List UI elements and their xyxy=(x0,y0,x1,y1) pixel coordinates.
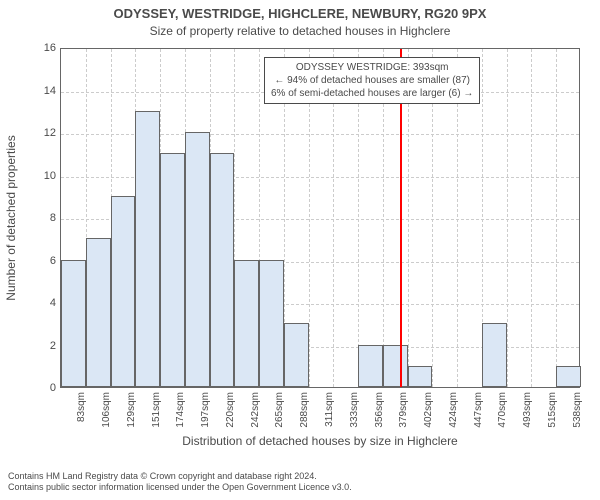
x-tick-label: 538sqm xyxy=(572,392,583,428)
x-axis-label: Distribution of detached houses by size … xyxy=(60,434,580,448)
x-tick-label: 265sqm xyxy=(274,392,285,428)
x-tick-label: 197sqm xyxy=(200,392,211,428)
y-tick-label: 16 xyxy=(26,42,56,54)
y-tick-label: 0 xyxy=(26,382,56,394)
histogram-bar xyxy=(358,345,383,388)
x-tick-label: 493sqm xyxy=(522,392,533,428)
x-tick-label: 220sqm xyxy=(225,392,236,428)
x-tick-label: 515sqm xyxy=(547,392,558,428)
footer-attribution: Contains HM Land Registry data © Crown c… xyxy=(8,471,352,494)
x-tick-label: 83sqm xyxy=(76,392,87,422)
y-tick-label: 12 xyxy=(26,127,56,139)
x-tick-label: 402sqm xyxy=(423,392,434,428)
y-tick-label: 2 xyxy=(26,340,56,352)
annotation-line: 6% of semi-detached houses are larger (6… xyxy=(271,87,473,100)
histogram-bar xyxy=(408,366,433,387)
histogram-bar xyxy=(185,132,210,387)
histogram-bar xyxy=(259,260,284,388)
x-tick-label: 288sqm xyxy=(299,392,310,428)
annotation-line: ODYSSEY WESTRIDGE: 393sqm xyxy=(271,61,473,74)
grid-line-v xyxy=(556,49,557,387)
histogram-bar xyxy=(234,260,259,388)
x-tick-label: 129sqm xyxy=(126,392,137,428)
x-tick-label: 447sqm xyxy=(473,392,484,428)
y-tick-label: 14 xyxy=(26,85,56,97)
y-tick-label: 10 xyxy=(26,170,56,182)
footer-line2: Contains public sector information licen… xyxy=(8,482,352,494)
x-tick-label: 151sqm xyxy=(151,392,162,428)
footer-line1: Contains HM Land Registry data © Crown c… xyxy=(8,471,352,483)
histogram-bar xyxy=(160,153,185,387)
histogram-bar xyxy=(210,153,235,387)
histogram-bar xyxy=(556,366,581,387)
histogram-bar xyxy=(284,323,309,387)
x-tick-label: 379sqm xyxy=(398,392,409,428)
grid-line-v xyxy=(507,49,508,387)
histogram-bar xyxy=(135,111,160,387)
chart-title-line2: Size of property relative to detached ho… xyxy=(0,24,600,38)
plot-area: ODYSSEY WESTRIDGE: 393sqm← 94% of detach… xyxy=(60,48,580,388)
y-tick-label: 8 xyxy=(26,212,56,224)
x-tick-label: 106sqm xyxy=(101,392,112,428)
y-axis-label: Number of detached properties xyxy=(4,135,18,300)
x-tick-label: 356sqm xyxy=(374,392,385,428)
x-tick-label: 333sqm xyxy=(349,392,360,428)
x-tick-label: 174sqm xyxy=(175,392,186,428)
x-tick-label: 470sqm xyxy=(497,392,508,428)
y-tick-label: 4 xyxy=(26,297,56,309)
histogram-bar xyxy=(86,238,111,387)
annotation-box: ODYSSEY WESTRIDGE: 393sqm← 94% of detach… xyxy=(264,57,480,104)
x-tick-label: 424sqm xyxy=(448,392,459,428)
x-tick-label: 311sqm xyxy=(324,392,335,427)
chart-container: ODYSSEY, WESTRIDGE, HIGHCLERE, NEWBURY, … xyxy=(0,0,600,500)
grid-line-v xyxy=(531,49,532,387)
annotation-line: ← 94% of detached houses are smaller (87… xyxy=(271,74,473,87)
y-tick-label: 6 xyxy=(26,255,56,267)
y-tick-labels: 0246810121416 xyxy=(24,48,58,388)
histogram-bar xyxy=(111,196,136,387)
x-tick-label: 242sqm xyxy=(250,392,261,428)
chart-title-line1: ODYSSEY, WESTRIDGE, HIGHCLERE, NEWBURY, … xyxy=(0,6,600,21)
histogram-bar xyxy=(383,345,408,388)
histogram-bar xyxy=(61,260,86,388)
x-tick-labels: 83sqm 106sqm 129sqm 151sqm 174sqm 197sqm 220sq… xyxy=(60,388,580,438)
histogram-bar xyxy=(482,323,507,387)
